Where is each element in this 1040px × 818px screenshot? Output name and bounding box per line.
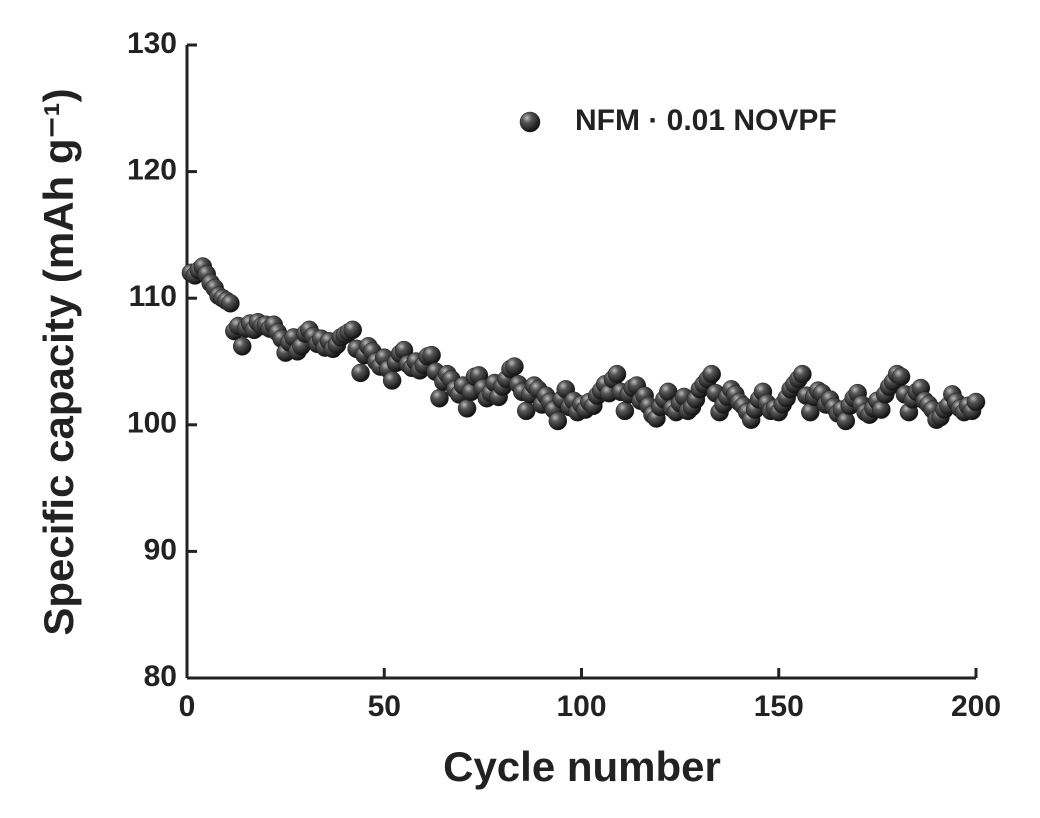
y-tick-label: 100 — [127, 407, 177, 440]
y-tick-label: 130 — [127, 27, 177, 60]
y-tick-label: 120 — [127, 154, 177, 187]
point — [232, 337, 252, 356]
point — [517, 401, 536, 421]
point — [351, 363, 370, 383]
x-tick-label: 200 — [951, 690, 1001, 723]
point — [548, 411, 568, 431]
x-tick-label: 150 — [754, 690, 804, 723]
point — [793, 364, 812, 384]
point — [966, 392, 986, 412]
y-tick-label: 110 — [129, 280, 177, 313]
x-tick-label: 50 — [368, 690, 401, 723]
legend-marker — [519, 111, 541, 133]
x-tick-label: 100 — [556, 690, 606, 723]
point — [615, 401, 635, 421]
point — [343, 320, 362, 340]
point — [221, 294, 240, 313]
point — [382, 371, 402, 390]
point — [430, 388, 449, 408]
y-tick-label: 90 — [144, 533, 177, 566]
y-axis-title: Specific capacity (mAh g⁻¹) — [35, 88, 82, 635]
y-tick-label: 80 — [144, 660, 177, 693]
point — [457, 399, 477, 418]
legend-label: NFM · 0.01 NOVPF — [575, 104, 837, 137]
x-tick-label: 0 — [179, 690, 196, 723]
point — [891, 367, 911, 386]
point — [422, 345, 441, 365]
point — [702, 364, 721, 384]
point — [505, 357, 524, 376]
point — [607, 364, 627, 384]
x-axis-title: Cycle number — [443, 743, 721, 790]
